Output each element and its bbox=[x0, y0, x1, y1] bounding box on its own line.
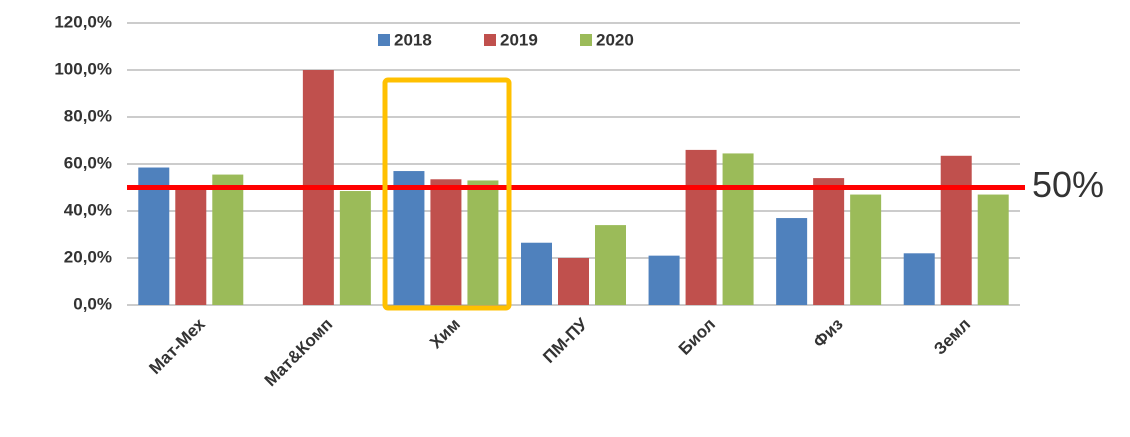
y-tick-label: 100,0% bbox=[54, 59, 112, 78]
bar bbox=[212, 174, 244, 305]
bar bbox=[558, 258, 589, 305]
highlight-box bbox=[382, 77, 512, 311]
bar bbox=[850, 194, 882, 305]
y-tick-label: 0,0% bbox=[73, 294, 112, 313]
legend-label: 2018 bbox=[394, 30, 432, 49]
bar bbox=[175, 186, 207, 305]
bar bbox=[339, 191, 371, 305]
x-tick-label: ПМ-ПУ bbox=[539, 314, 592, 367]
bar bbox=[521, 242, 552, 305]
x-tick-label: Физ bbox=[810, 315, 847, 352]
x-tick-label: Земл bbox=[930, 315, 974, 359]
bar bbox=[776, 218, 808, 305]
bar bbox=[138, 167, 170, 305]
bar bbox=[685, 149, 717, 305]
legend-swatch bbox=[580, 34, 592, 46]
bar bbox=[648, 255, 680, 305]
reference-label: 50% bbox=[1032, 164, 1104, 205]
legend-swatch bbox=[484, 34, 496, 46]
bar bbox=[595, 225, 626, 305]
y-tick-label: 80,0% bbox=[64, 106, 112, 125]
bar bbox=[903, 253, 935, 305]
bar bbox=[940, 155, 972, 305]
bar bbox=[977, 194, 1009, 305]
bar bbox=[467, 180, 499, 305]
x-tick-label: Мат&Комп bbox=[261, 315, 337, 391]
bar bbox=[430, 179, 462, 305]
bar bbox=[722, 153, 754, 305]
x-tick-label: Биол bbox=[675, 315, 719, 359]
y-tick-label: 60,0% bbox=[64, 153, 112, 172]
bar bbox=[813, 178, 845, 305]
legend-label: 2019 bbox=[500, 30, 538, 49]
x-tick-label: Хим bbox=[426, 315, 464, 353]
y-tick-label: 20,0% bbox=[64, 247, 112, 266]
x-tick-label: Мат-Мех bbox=[145, 314, 209, 378]
legend-label: 2020 bbox=[596, 30, 634, 49]
y-tick-label: 120,0% bbox=[54, 12, 112, 31]
y-tick-label: 40,0% bbox=[64, 200, 112, 219]
bar bbox=[393, 171, 425, 305]
legend-swatch bbox=[378, 34, 390, 46]
